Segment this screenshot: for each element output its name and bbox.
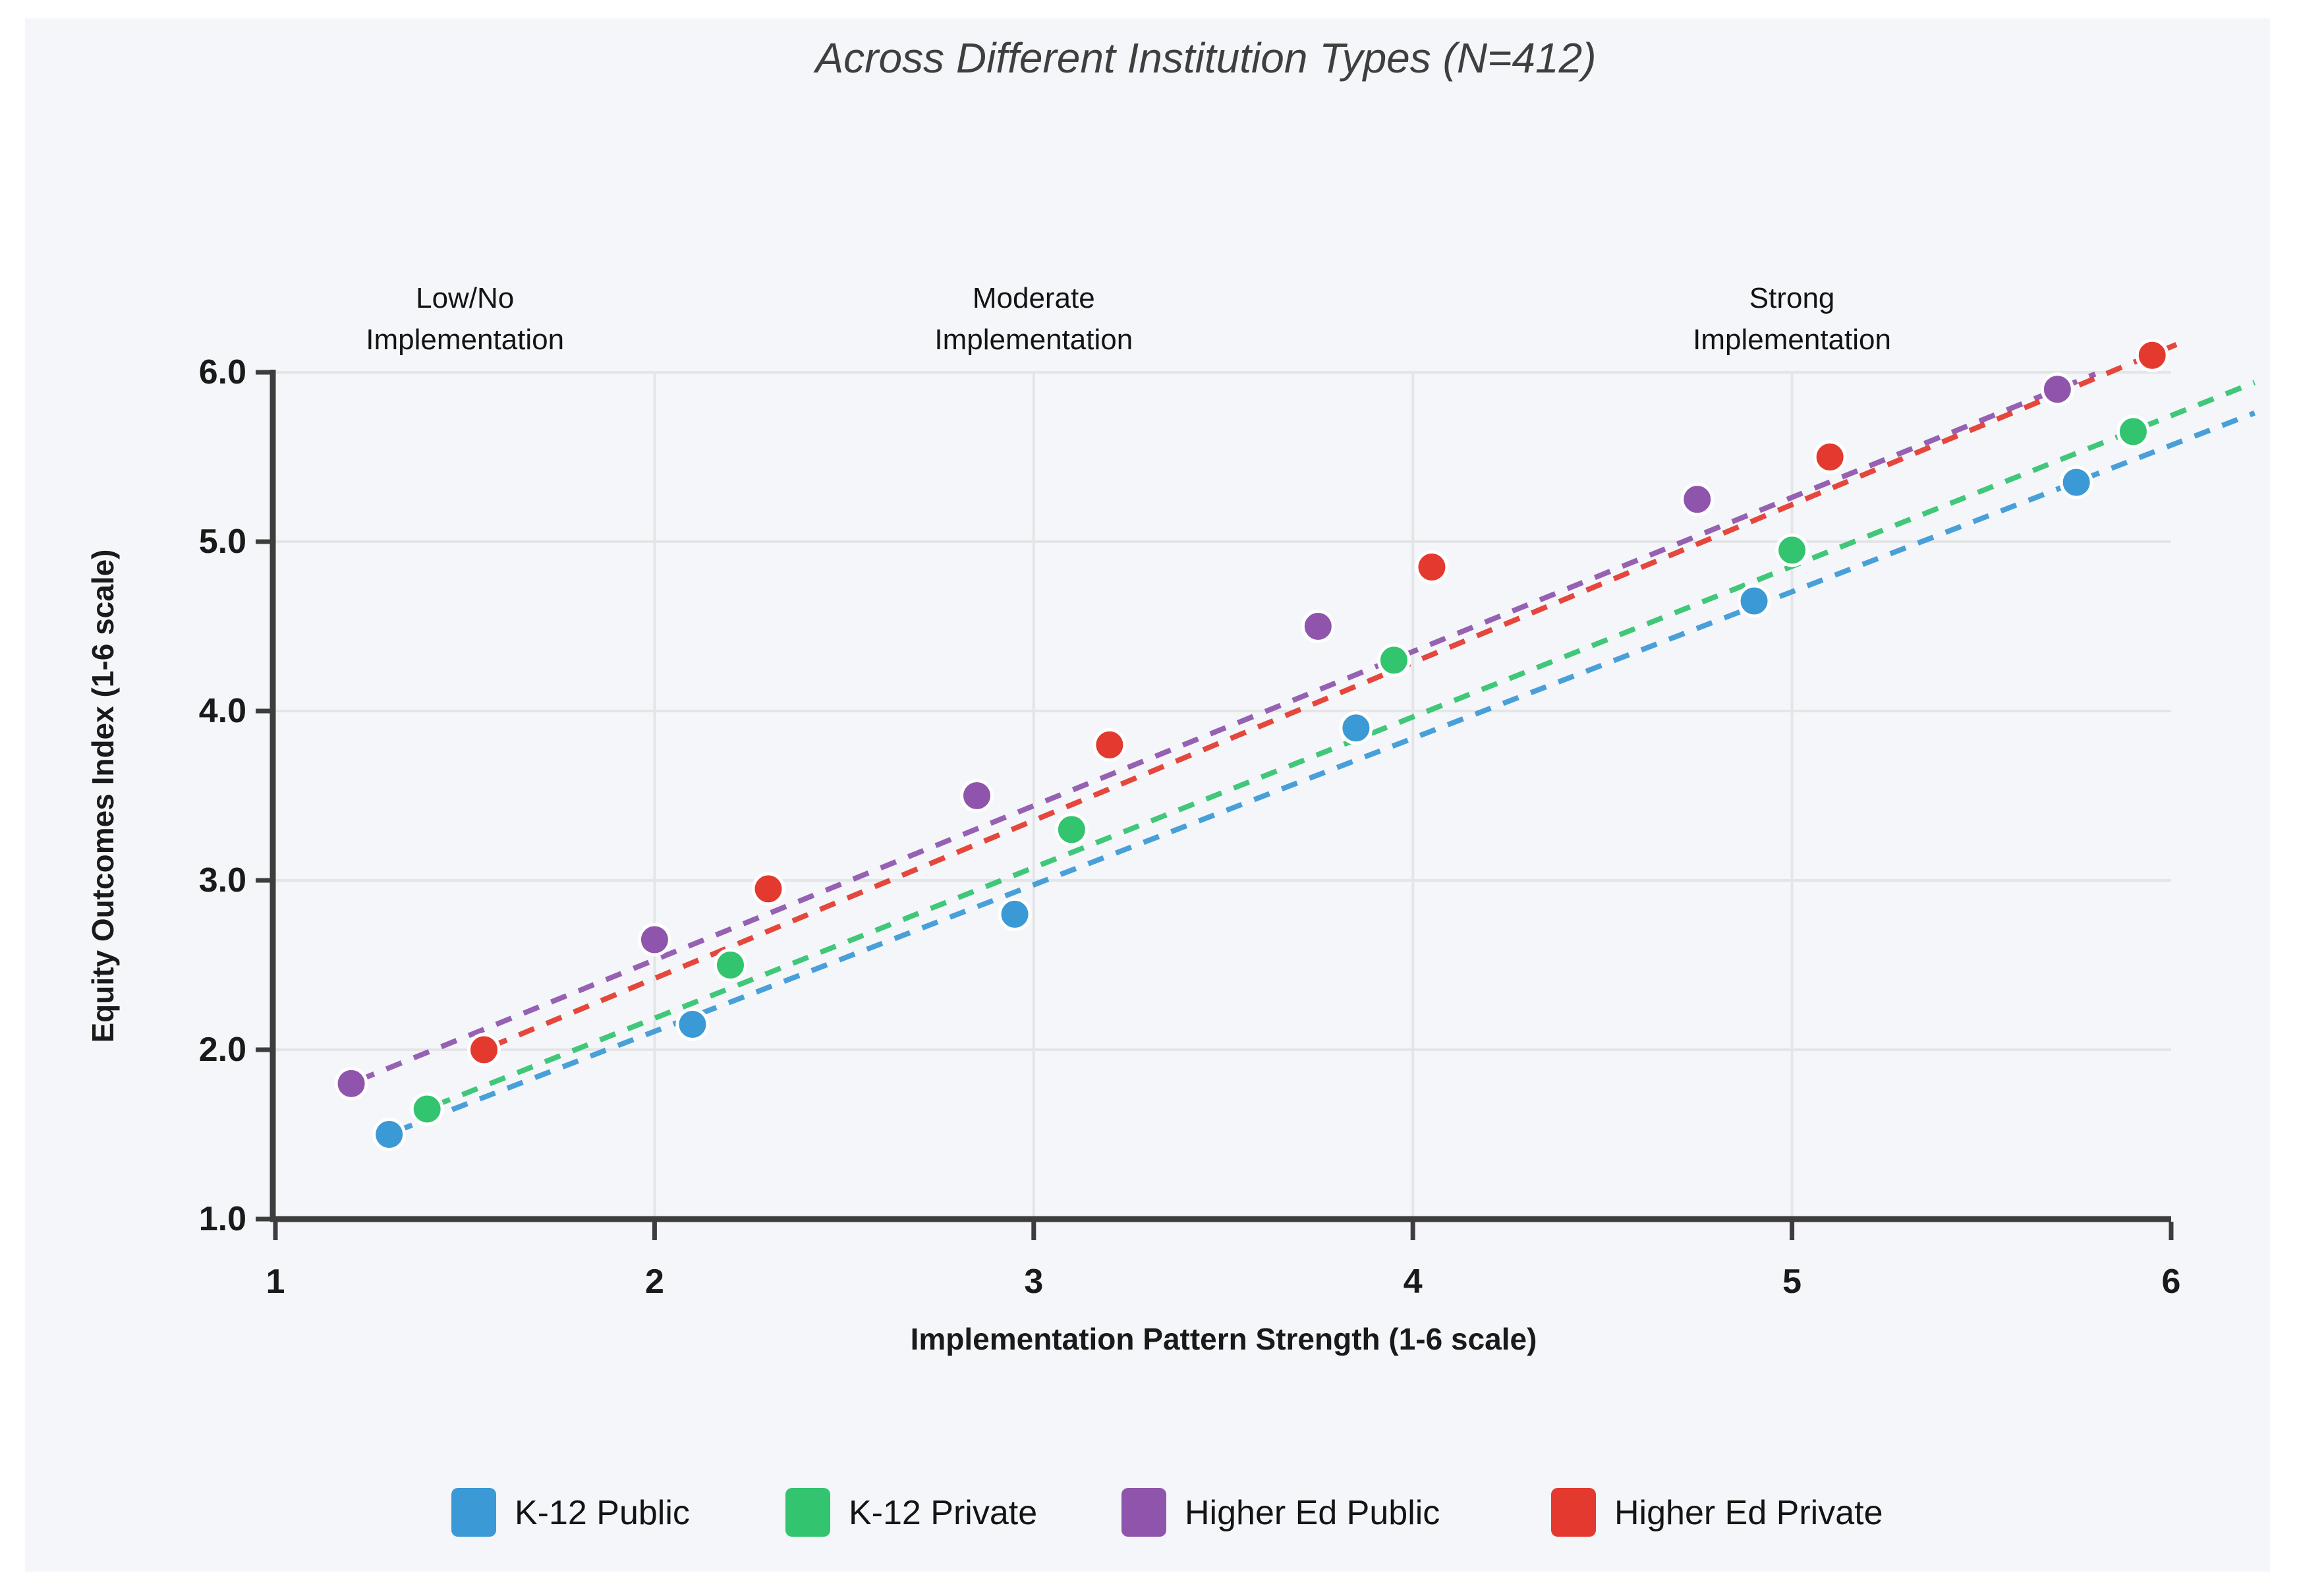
annotation-moderate-implementation: Implementation (934, 324, 1133, 356)
x-axis-label: Implementation Pattern Strength (1-6 sca… (911, 1322, 1537, 1356)
legend-swatch-k-12-private (785, 1488, 830, 1537)
scatter-point-higher-ed-public (1301, 610, 1335, 643)
scatter-point-higher-ed-private (467, 1033, 501, 1067)
trend-line-k-12-public (395, 410, 2256, 1134)
scatter-point-k-12-public (372, 1118, 407, 1151)
legend-label-higher-ed-public: Higher Ed Public (1185, 1494, 1440, 1532)
annotation-strong-implementation: Strong (1749, 282, 1835, 314)
scatter-point-higher-ed-public (334, 1066, 368, 1100)
scatter-point-higher-ed-public (959, 779, 994, 812)
y-tick-label: 4.0 (199, 692, 246, 730)
annotation-moderate-implementation: Moderate (973, 282, 1095, 314)
scatter-point-higher-ed-public (2040, 372, 2074, 407)
scatter-point-k-12-private (1376, 643, 1411, 677)
plot-annotations: Low/No Implementation Moderate Implementati… (366, 282, 1891, 356)
x-tick-label: 3 (1024, 1263, 1043, 1301)
x-tick-label: 6 (2162, 1263, 2181, 1301)
axis-tick-labels: 1 2 3 4 5 6 1.0 2.0 3.0 4.0 5.0 6.0 (199, 353, 2181, 1301)
figure-canvas (25, 18, 2270, 1572)
scatter-point-k-12-private (410, 1092, 444, 1126)
y-tick-label: 1.0 (199, 1200, 246, 1238)
legend-swatch-k-12-public (451, 1488, 496, 1537)
scatter-point-higher-ed-private (1415, 550, 1449, 584)
scatter-point-k-12-public (998, 897, 1032, 931)
scatter-point-k-12-private (2116, 414, 2150, 449)
trend-line-higher-ed-private (490, 341, 2180, 1049)
legend-item-k-12-private: K-12 Private (785, 1488, 1037, 1537)
y-tick-label: 6.0 (199, 353, 246, 391)
trend-lines (358, 341, 2256, 1134)
legend-label-higher-ed-private: Higher Ed Private (1614, 1494, 1883, 1532)
scatter-point-higher-ed-public (637, 923, 671, 957)
axis-ticks (256, 370, 2174, 1240)
scatter-point-k-12-private (713, 948, 747, 982)
scatter-points (334, 338, 2169, 1151)
legend: K-12 Public K-12 Private Higher Ed Public H… (451, 1488, 1883, 1537)
scatter-point-k-12-public (2059, 465, 2093, 499)
scatter-point-higher-ed-private (1813, 440, 1847, 474)
scatter-point-k-12-private (1054, 812, 1089, 847)
scatter-point-higher-ed-private (1092, 727, 1127, 762)
x-tick-label: 5 (1782, 1263, 1801, 1301)
annotation-low-no-implementation: Low/No (416, 282, 514, 314)
scatter-point-k-12-private (1775, 533, 1809, 567)
chart-title: Across Different Institution Types (N=41… (812, 34, 1596, 82)
x-tick-label: 2 (645, 1263, 664, 1301)
x-tick-label: 4 (1404, 1263, 1423, 1301)
legend-label-k-12-public: K-12 Public (515, 1494, 690, 1532)
scatter-point-k-12-public (675, 1007, 710, 1041)
legend-item-higher-ed-public: Higher Ed Public (1121, 1488, 1440, 1537)
y-tick-label: 3.0 (199, 861, 246, 899)
annotation-low-no-implementation: Implementation (366, 324, 564, 356)
y-axis-label: Equity Outcomes Index (1-6 scale) (86, 549, 120, 1042)
legend-label-k-12-private: K-12 Private (849, 1494, 1037, 1532)
y-tick-label: 5.0 (199, 523, 246, 561)
y-tick-label: 2.0 (199, 1031, 246, 1069)
scatter-point-k-12-public (1737, 584, 1771, 618)
scatter-point-k-12-public (1339, 711, 1373, 745)
x-tick-label: 1 (266, 1263, 285, 1301)
legend-swatch-higher-ed-private (1551, 1488, 1596, 1537)
legend-swatch-higher-ed-public (1121, 1488, 1166, 1537)
legend-item-k-12-public: K-12 Public (451, 1488, 690, 1537)
trend-line-higher-ed-public (358, 371, 2097, 1083)
scatter-point-higher-ed-private (751, 872, 785, 906)
annotation-strong-implementation: Implementation (1693, 324, 1891, 356)
trend-line-k-12-private (434, 380, 2256, 1108)
scatter-point-higher-ed-public (1680, 482, 1715, 517)
legend-item-higher-ed-private: Higher Ed Private (1551, 1488, 1883, 1537)
scatter-point-higher-ed-private (2135, 338, 2169, 372)
